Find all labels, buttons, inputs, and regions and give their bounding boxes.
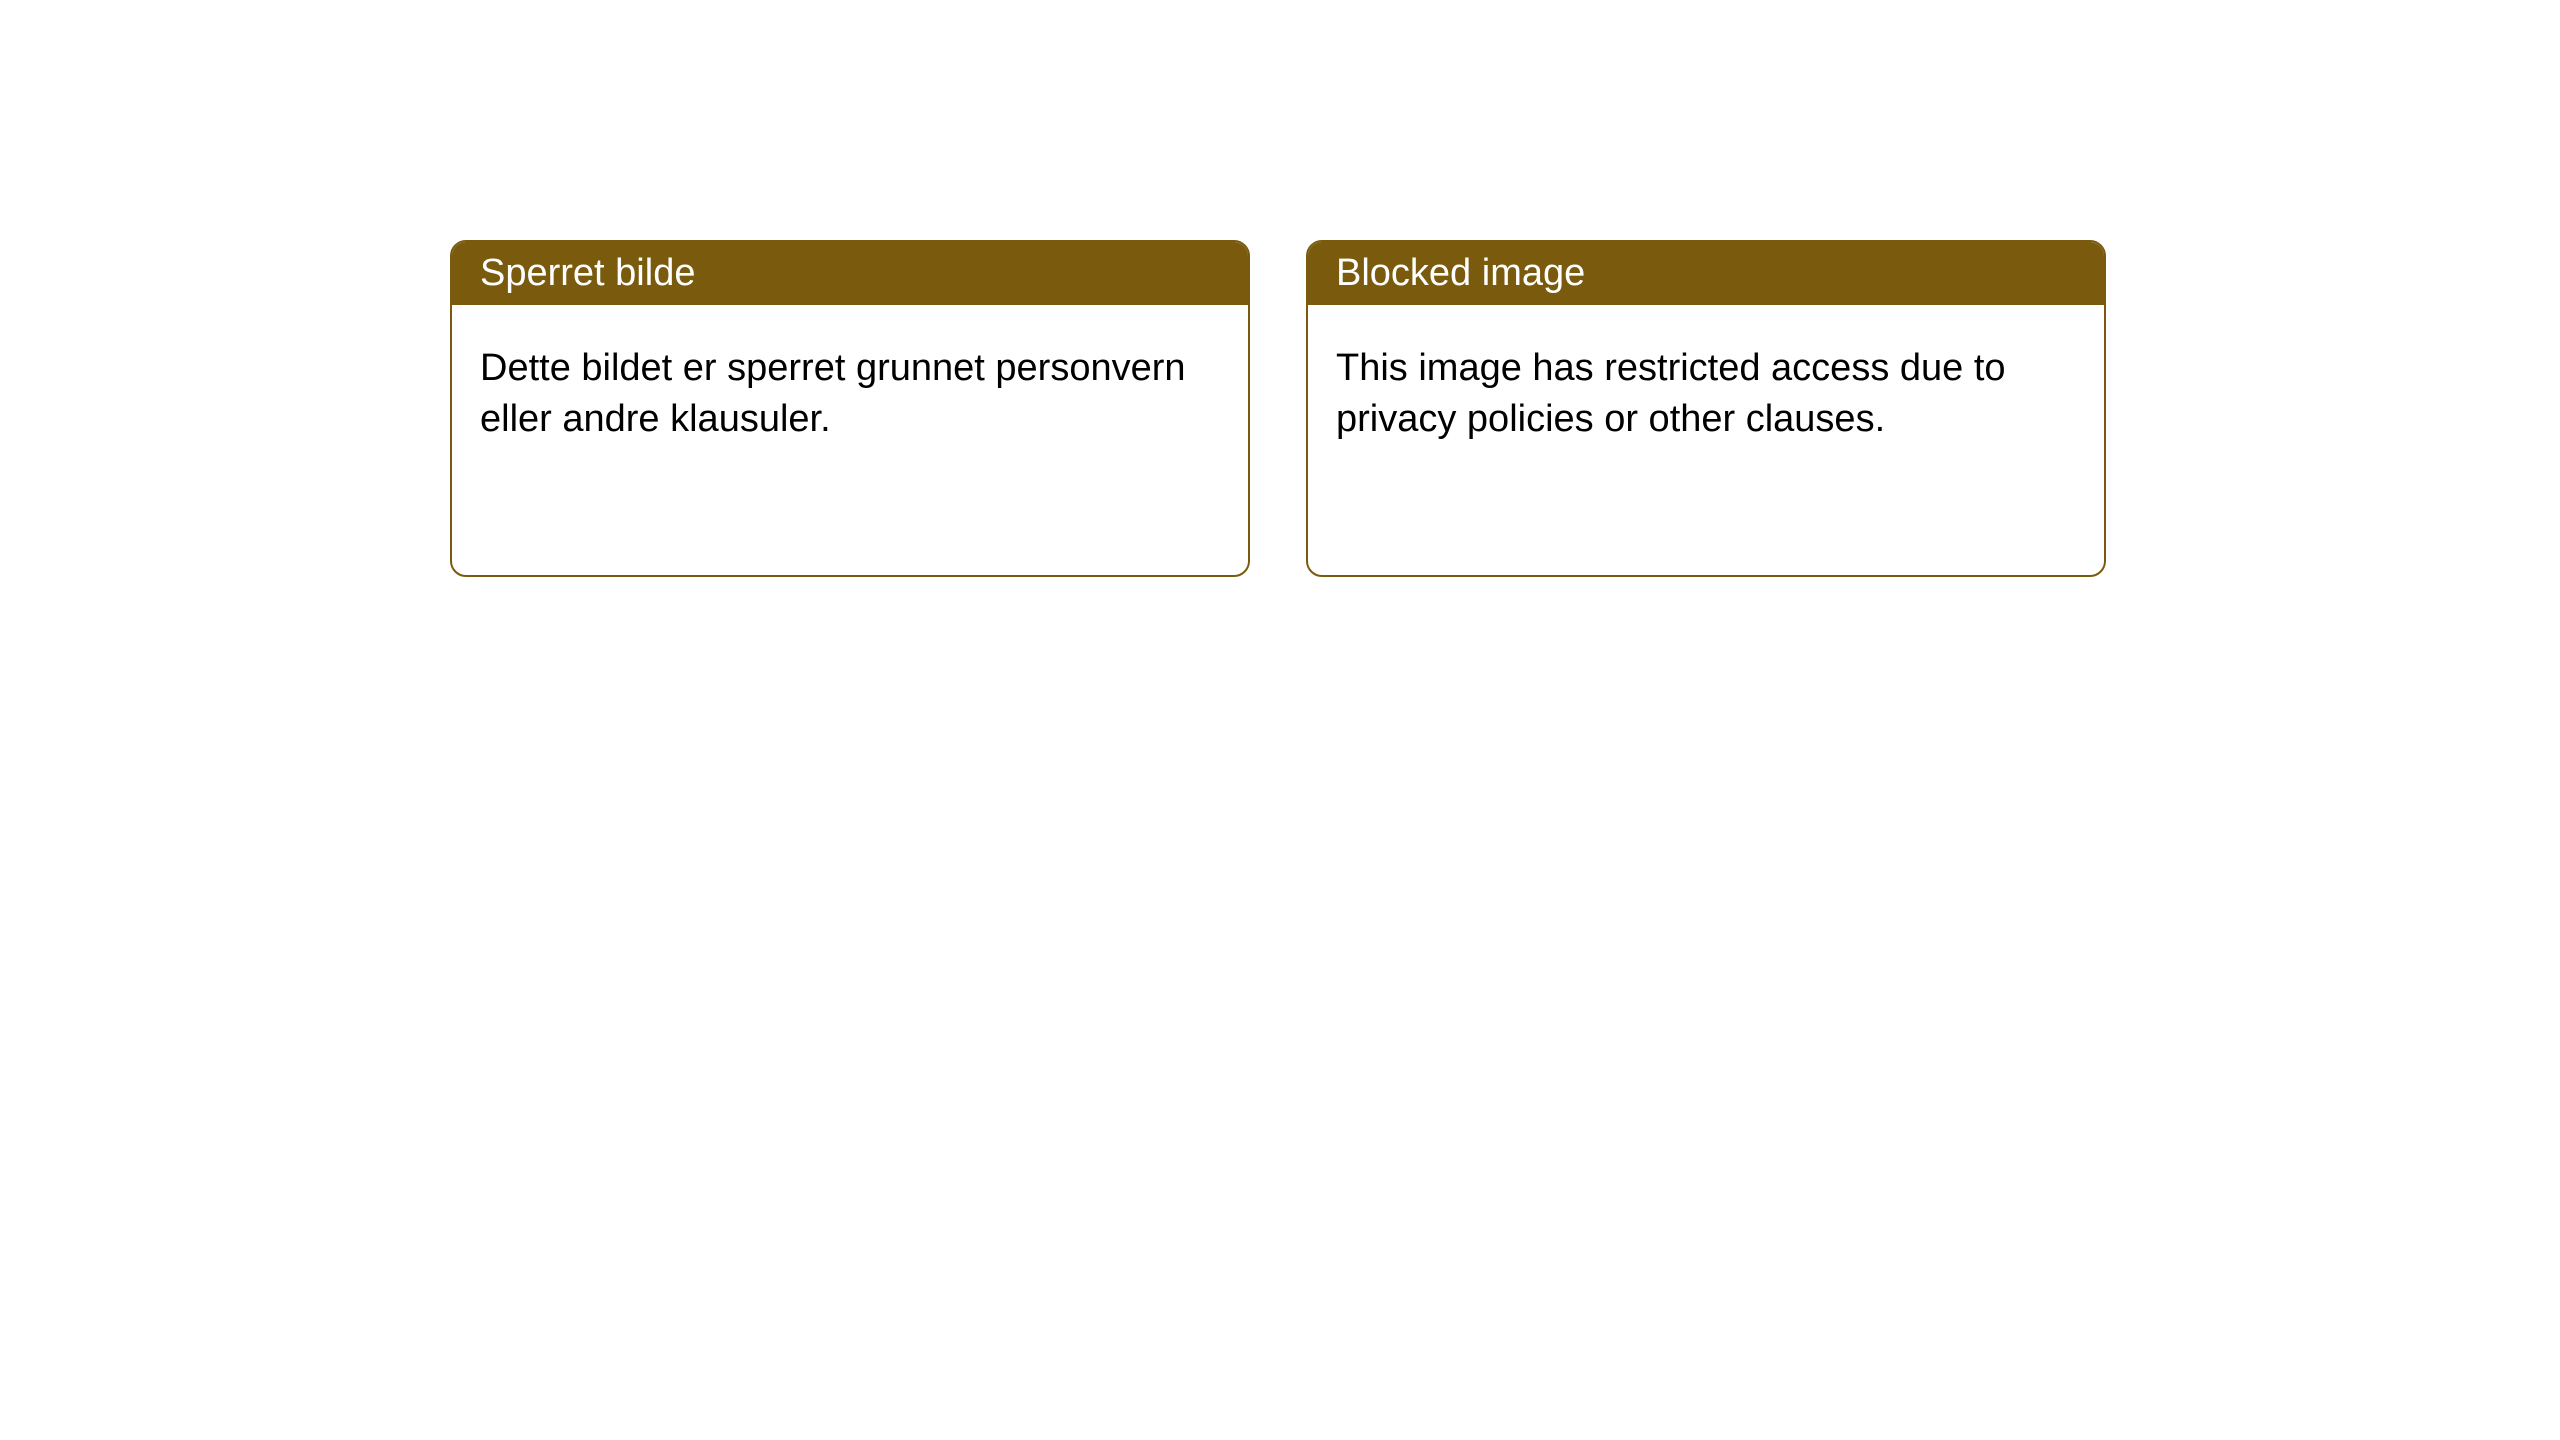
notice-card-en: Blocked image This image has restricted …	[1306, 240, 2106, 577]
notice-title-no: Sperret bilde	[452, 242, 1248, 305]
notice-title-en: Blocked image	[1308, 242, 2104, 305]
notice-body-en: This image has restricted access due to …	[1308, 305, 2104, 575]
notice-card-no: Sperret bilde Dette bildet er sperret gr…	[450, 240, 1250, 577]
notice-body-no: Dette bildet er sperret grunnet personve…	[452, 305, 1248, 575]
notice-container: Sperret bilde Dette bildet er sperret gr…	[450, 240, 2560, 577]
